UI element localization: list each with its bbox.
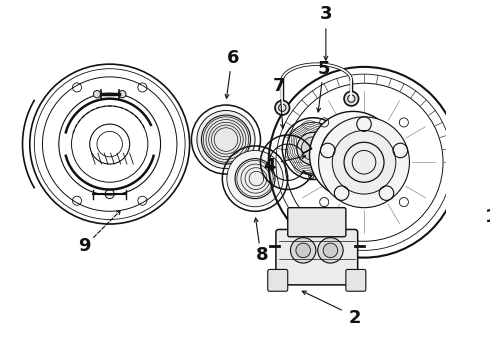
Circle shape (320, 122, 386, 188)
Circle shape (309, 173, 314, 179)
Text: 6: 6 (227, 49, 240, 67)
Circle shape (235, 159, 275, 199)
Circle shape (310, 111, 397, 199)
Circle shape (341, 142, 366, 168)
Circle shape (297, 132, 329, 165)
Text: 7: 7 (272, 77, 285, 95)
Text: 9: 9 (78, 237, 91, 255)
Text: 8: 8 (256, 246, 269, 264)
Circle shape (344, 91, 359, 106)
Circle shape (201, 115, 250, 164)
Text: 5: 5 (318, 60, 330, 78)
FancyBboxPatch shape (288, 208, 346, 237)
Text: 3: 3 (319, 5, 332, 23)
FancyBboxPatch shape (276, 229, 358, 285)
Circle shape (309, 146, 314, 151)
Circle shape (331, 133, 375, 177)
Text: 4: 4 (263, 157, 276, 175)
Circle shape (197, 111, 255, 168)
Circle shape (94, 90, 100, 98)
FancyBboxPatch shape (346, 269, 366, 291)
Circle shape (319, 208, 329, 218)
Circle shape (227, 150, 283, 207)
Circle shape (318, 117, 410, 208)
Circle shape (323, 243, 338, 258)
Circle shape (305, 208, 314, 218)
Circle shape (275, 100, 290, 115)
Text: 1: 1 (485, 208, 490, 226)
Circle shape (332, 130, 396, 194)
Circle shape (301, 137, 325, 161)
FancyBboxPatch shape (268, 269, 288, 291)
Circle shape (296, 243, 311, 258)
Circle shape (318, 238, 343, 263)
Circle shape (291, 238, 316, 263)
Circle shape (119, 90, 126, 98)
Text: 2: 2 (349, 310, 361, 328)
